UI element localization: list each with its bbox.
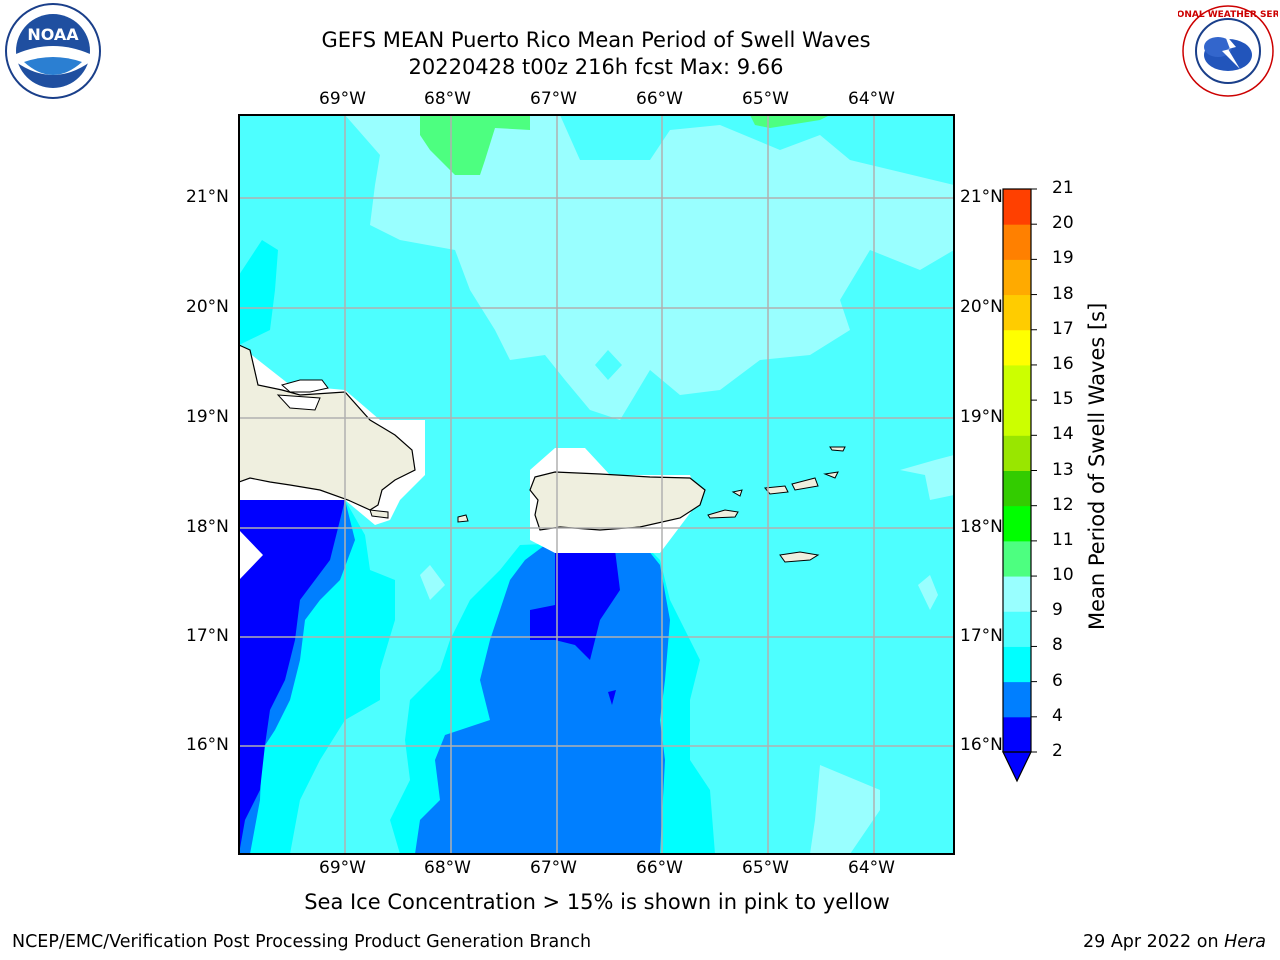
swell-field-8-9-north bbox=[345, 115, 954, 420]
colorbar-tick-9: 9 bbox=[1052, 600, 1063, 621]
lon-tick-top-69w: 69°W bbox=[319, 89, 366, 109]
colorbar bbox=[1002, 188, 1037, 783]
hispaniola-land bbox=[239, 344, 416, 511]
lat-tick-right-16n: 16°N bbox=[960, 735, 1003, 755]
swell-field-8-9-south bbox=[810, 765, 880, 854]
lat-tick-right-19n: 19°N bbox=[960, 407, 1003, 427]
lat-tick-right-20n: 20°N bbox=[960, 297, 1003, 317]
chart-subtitle: 20220428 t00z 216h fcst Max: 9.66 bbox=[408, 55, 784, 79]
colorbar-tick-19: 19 bbox=[1052, 248, 1074, 269]
footer-machine: Hera bbox=[1224, 932, 1266, 952]
colorbar-band-13 bbox=[1003, 435, 1031, 471]
lon-tick-bottom-64w: 64°W bbox=[848, 858, 895, 878]
swell-field-9-10-nw bbox=[420, 115, 530, 175]
lat-tick-left-21n: 21°N bbox=[186, 187, 229, 207]
colorbar-tick-20: 20 bbox=[1052, 213, 1074, 234]
lon-tick-bottom-67w: 67°W bbox=[530, 858, 577, 878]
lon-tick-bottom-68w: 68°W bbox=[424, 858, 471, 878]
colorbar-tick-6: 6 bbox=[1052, 670, 1063, 691]
colorbar-band-20 bbox=[1003, 189, 1031, 225]
lat-tick-left-16n: 16°N bbox=[186, 735, 229, 755]
lat-tick-right-18n: 18°N bbox=[960, 517, 1003, 537]
lon-tick-top-65w: 65°W bbox=[742, 89, 789, 109]
colorbar-band-9 bbox=[1003, 576, 1031, 612]
colorbar-frame bbox=[1002, 188, 1032, 753]
colorbar-band-8 bbox=[1003, 611, 1031, 647]
colorbar-tick-11: 11 bbox=[1052, 529, 1074, 550]
st-croix-land bbox=[779, 551, 820, 563]
lon-tick-bottom-65w: 65°W bbox=[742, 858, 789, 878]
lat-tick-right-17n: 17°N bbox=[960, 626, 1003, 646]
colorbar-label: Mean Period of Swell Waves [s] bbox=[1085, 302, 1109, 630]
colorbar-tick-18: 18 bbox=[1052, 283, 1074, 304]
colorbar-band-16 bbox=[1003, 329, 1031, 366]
lat-tick-right-21n: 21°N bbox=[960, 187, 1003, 207]
colorbar-band-15 bbox=[1003, 364, 1031, 401]
map-gridlines bbox=[239, 115, 954, 854]
colorbar-tick-2: 2 bbox=[1052, 741, 1063, 761]
lat-tick-left-18n: 18°N bbox=[186, 517, 229, 537]
nws-logo: NATIONAL WEATHER SERVICE bbox=[1178, 5, 1278, 97]
colorbar-band-10 bbox=[1003, 540, 1031, 577]
footer-date: 29 Apr 2022 on Hera bbox=[1083, 932, 1266, 952]
colorbar-extend-arrow bbox=[1002, 751, 1032, 783]
colorbar-tick-4: 4 bbox=[1052, 705, 1063, 726]
lon-tick-top-66w: 66°W bbox=[636, 89, 683, 109]
colorbar-tick-13: 13 bbox=[1052, 459, 1074, 480]
colorbar-band-2 bbox=[1003, 716, 1031, 753]
footer-branch: NCEP/EMC/Verification Post Processing Pr… bbox=[12, 932, 592, 952]
lon-tick-top-67w: 67°W bbox=[530, 89, 577, 109]
footer-date-text: 29 Apr 2022 on bbox=[1082, 932, 1219, 952]
colorbar-tick-15: 15 bbox=[1052, 389, 1074, 410]
sea-ice-caption: Sea Ice Concentration > 15% is shown in … bbox=[304, 890, 890, 914]
chart-title: GEFS MEAN Puerto Rico Mean Period of Swe… bbox=[321, 28, 871, 52]
lon-tick-top-64w: 64°W bbox=[848, 89, 895, 109]
lon-tick-bottom-69w: 69°W bbox=[319, 858, 366, 878]
colorbar-band-14 bbox=[1003, 400, 1031, 436]
colorbar-band-6 bbox=[1003, 646, 1031, 683]
colorbar-band-4 bbox=[1003, 681, 1031, 718]
lat-tick-left-17n: 17°N bbox=[186, 626, 229, 646]
colorbar-tick-16: 16 bbox=[1052, 353, 1074, 374]
noaa-logo: NOAA bbox=[5, 3, 101, 99]
colorbar-band-17 bbox=[1003, 294, 1031, 331]
colorbar-band-11 bbox=[1003, 505, 1031, 542]
colorbar-tick-14: 14 bbox=[1052, 424, 1074, 445]
swell-field-below-2-west bbox=[239, 500, 345, 854]
lat-tick-left-20n: 20°N bbox=[186, 297, 229, 317]
colorbar-tick-8: 8 bbox=[1052, 635, 1063, 656]
colorbar-band-18 bbox=[1003, 259, 1031, 296]
colorbar-band-19 bbox=[1003, 224, 1031, 260]
swell-field-2-4-central bbox=[415, 540, 670, 854]
lat-tick-left-19n: 19°N bbox=[186, 407, 229, 427]
swell-field-below-2-central bbox=[530, 550, 620, 660]
nws-logo-text: NATIONAL WEATHER SERVICE bbox=[1178, 10, 1278, 20]
colorbar-tick-17: 17 bbox=[1052, 318, 1074, 339]
map-frame bbox=[238, 114, 955, 855]
noaa-logo-text: NOAA bbox=[27, 25, 79, 44]
colorbar-band-12 bbox=[1003, 470, 1031, 507]
colorbar-tick-21: 21 bbox=[1052, 178, 1074, 198]
lon-tick-bottom-66w: 66°W bbox=[636, 858, 683, 878]
swell-field-9-10-ne bbox=[750, 115, 830, 128]
lon-tick-top-68w: 68°W bbox=[424, 89, 471, 109]
colorbar-tick-10: 10 bbox=[1052, 565, 1074, 586]
colorbar-tick-12: 12 bbox=[1052, 494, 1074, 515]
